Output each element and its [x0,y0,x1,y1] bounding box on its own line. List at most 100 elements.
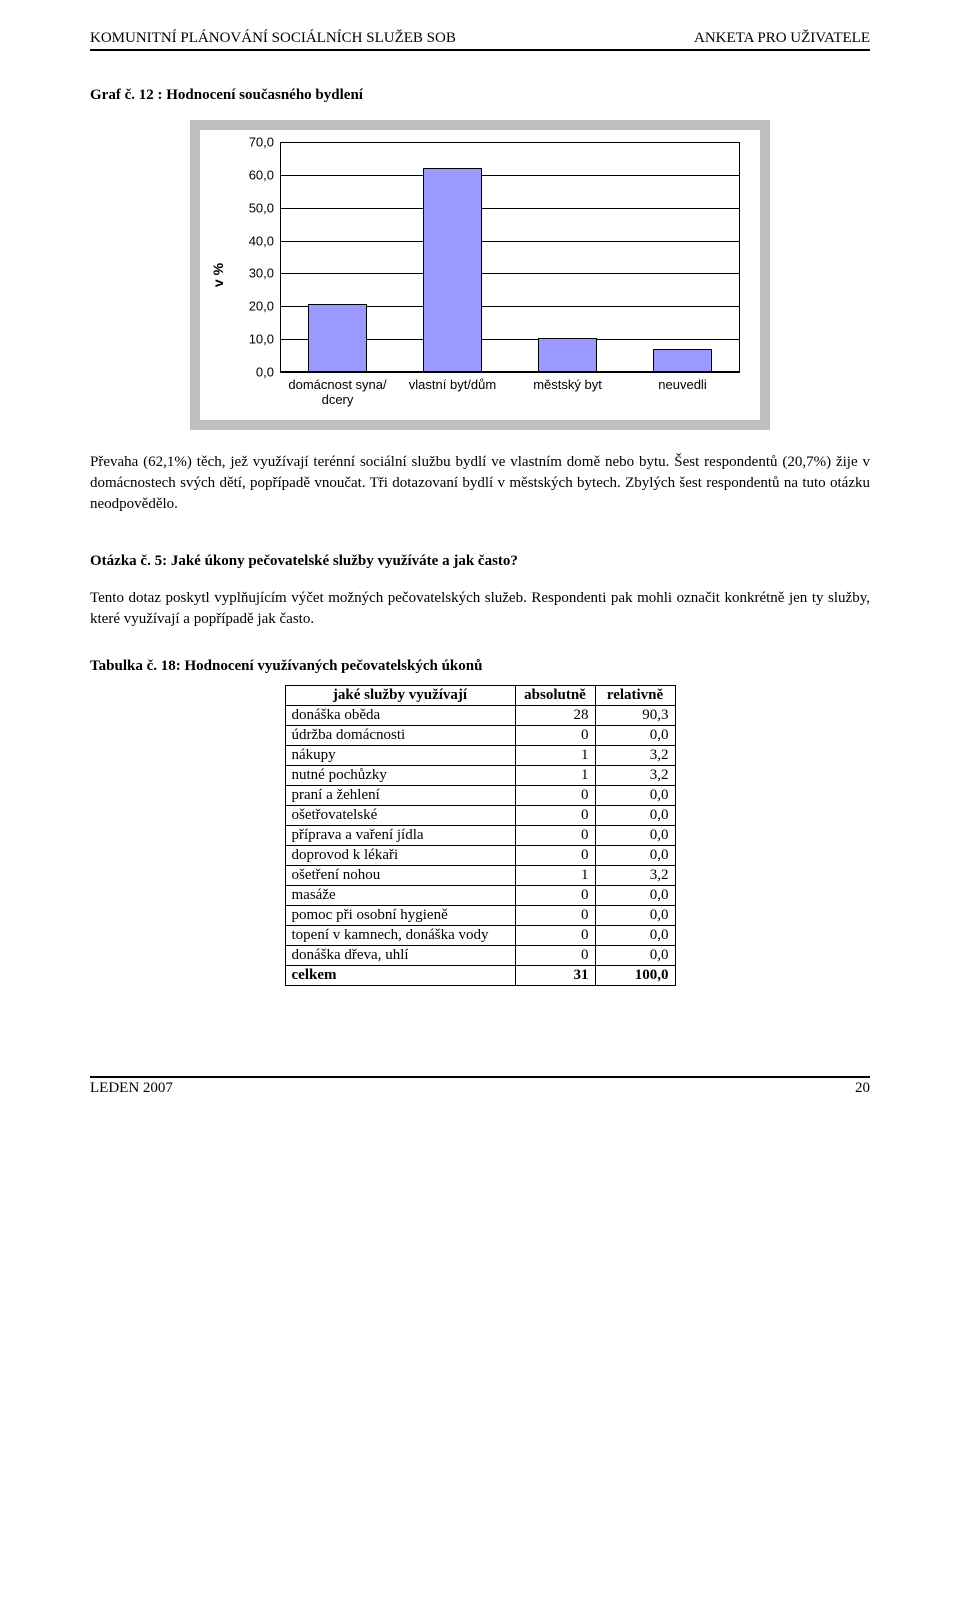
table-cell: příprava a vaření jídla [285,826,515,846]
table-cell: celkem [285,966,515,986]
table-cell: 28 [515,706,595,726]
table-cell: 0 [515,886,595,906]
table-total-row: celkem31100,0 [285,966,675,986]
table-cell: 0,0 [595,826,675,846]
chart-bar [423,168,483,372]
page-header: KOMUNITNÍ PLÁNOVÁNÍ SOCIÁLNÍCH SLUŽEB SO… [90,30,870,51]
table-row: ošetřovatelské00,0 [285,806,675,826]
table-row: masáže00,0 [285,886,675,906]
table-cell: 3,2 [595,766,675,786]
table-row: praní a žehlení00,0 [285,786,675,806]
table-row: příprava a vaření jídla00,0 [285,826,675,846]
chart-ytick-label: 50,0 [230,200,280,215]
table-cell: 0 [515,906,595,926]
table-cell: 3,2 [595,746,675,766]
table-cell: údržba domácnosti [285,726,515,746]
chart-xtick-label: domácnost syna/ dcery [278,372,398,407]
table-col-service: jaké služby využívají [285,686,515,706]
table-cell: 0 [515,726,595,746]
chart-heading-prefix: Graf č. 12 : [90,87,166,103]
table-row: údržba domácnosti00,0 [285,726,675,746]
paragraph-question-intro: Tento dotaz poskytl vyplňujícím výčet mo… [90,588,870,630]
table-heading-prefix: Tabulka č. 18: [90,658,184,674]
table-col-absolute: absolutně [515,686,595,706]
table-cell: 0,0 [595,726,675,746]
table-cell: ošetřovatelské [285,806,515,826]
page-footer: LEDEN 2007 20 [90,1076,870,1097]
chart-ytick-label: 30,0 [230,266,280,281]
services-table: jaké služby využívají absolutně relativn… [285,685,676,986]
chart-ytick-label: 10,0 [230,332,280,347]
table-cell: 0,0 [595,846,675,866]
header-left: KOMUNITNÍ PLÁNOVÁNÍ SOCIÁLNÍCH SLUŽEB SO… [90,30,456,47]
chart-bar [538,338,598,372]
table-cell: 1 [515,766,595,786]
table-row: nutné pochůzky13,2 [285,766,675,786]
table-cell: 100,0 [595,966,675,986]
header-right: ANKETA PRO UŽIVATELE [694,30,870,47]
table-cell: 3,2 [595,866,675,886]
chart-ytick-label: 20,0 [230,299,280,314]
table-cell: 90,3 [595,706,675,726]
table-cell: 0 [515,806,595,826]
question-heading: Otázka č. 5: Jaké úkony pečovatelské slu… [90,553,870,570]
table-cell: masáže [285,886,515,906]
page: KOMUNITNÍ PLÁNOVÁNÍ SOCIÁLNÍCH SLUŽEB SO… [0,0,960,1127]
chart-gridline [280,175,740,176]
table-cell: 0 [515,826,595,846]
table-cell: 0,0 [595,946,675,966]
table-row: doprovod k lékaři00,0 [285,846,675,866]
table-cell: nutné pochůzky [285,766,515,786]
chart-ytick-label: 40,0 [230,233,280,248]
table-heading: Tabulka č. 18: Hodnocení využívaných peč… [90,658,870,675]
chart-container: v % 0,010,020,030,040,050,060,070,0domác… [90,120,870,430]
table-cell: doprovod k lékaři [285,846,515,866]
chart-gridline [280,241,740,242]
table-cell: 1 [515,866,595,886]
chart-bar [308,304,368,372]
table-cell: 0,0 [595,806,675,826]
table-cell: 0,0 [595,886,675,906]
chart-bar [653,349,713,372]
table-cell: 0,0 [595,786,675,806]
chart-ytick-label: 70,0 [230,135,280,150]
chart-xtick-label: vlastní byt/dům [393,372,513,392]
table-cell: ošetření nohou [285,866,515,886]
chart-gridline [280,273,740,274]
chart-inner: v % 0,010,020,030,040,050,060,070,0domác… [200,130,760,420]
table-header-row: jaké služby využívají absolutně relativn… [285,686,675,706]
footer-page-number: 20 [855,1080,870,1097]
table-row: nákupy13,2 [285,746,675,766]
table-cell: 0 [515,786,595,806]
table-cell: 0 [515,846,595,866]
table-heading-title: Hodnocení využívaných pečovatelských úko… [184,658,482,674]
chart-heading: Graf č. 12 : Hodnocení současného bydlen… [90,87,870,104]
table-cell: donáška dřeva, uhlí [285,946,515,966]
table-cell: pomoc při osobní hygieně [285,906,515,926]
table-cell: 0,0 [595,906,675,926]
table-cell: nákupy [285,746,515,766]
chart-gridline [280,142,740,143]
chart-xtick-label: neuvedli [623,372,743,392]
table-container: jaké služby využívají absolutně relativn… [90,685,870,986]
paragraph-chart-summary: Převaha (62,1%) těch, jež využívají teré… [90,452,870,515]
table-cell: praní a žehlení [285,786,515,806]
table-row: ošetření nohou13,2 [285,866,675,886]
table-col-relative: relativně [595,686,675,706]
chart-gridline [280,208,740,209]
table-row: donáška dřeva, uhlí00,0 [285,946,675,966]
chart-ytick-label: 0,0 [230,365,280,380]
chart-xtick-label: městský byt [508,372,628,392]
table-row: donáška oběda2890,3 [285,706,675,726]
chart-plot-area: 0,010,020,030,040,050,060,070,0domácnost… [280,142,740,372]
table-cell: donáška oběda [285,706,515,726]
table-cell: topení v kamnech, donáška vody [285,926,515,946]
table-row: topení v kamnech, donáška vody00,0 [285,926,675,946]
table-cell: 1 [515,746,595,766]
footer-left: LEDEN 2007 [90,1080,173,1097]
table-cell: 0 [515,946,595,966]
chart-ytick-label: 60,0 [230,167,280,182]
chart-panel: v % 0,010,020,030,040,050,060,070,0domác… [190,120,770,430]
table-cell: 31 [515,966,595,986]
chart-ylabel: v % [210,263,226,287]
